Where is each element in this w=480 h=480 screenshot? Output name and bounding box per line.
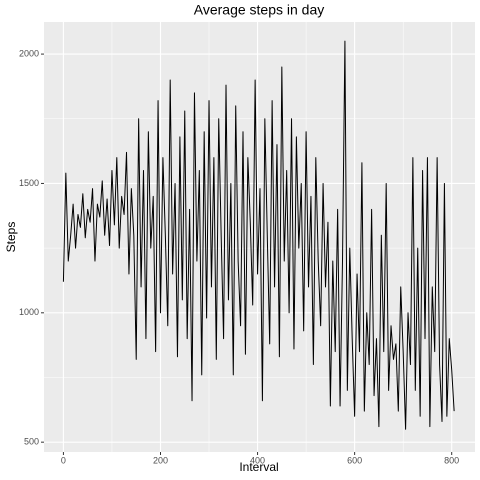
x-tick-label: 0 [61,455,66,465]
x-tick-label: 400 [250,455,265,465]
data-line [62,40,455,430]
y-tick-label: 1000 [19,307,39,317]
x-axis-title: Interval [239,460,278,474]
y-tick-label: 500 [24,437,39,447]
x-tick-label: 800 [444,455,459,465]
chart-title: Average steps in day [194,2,325,18]
x-tick-label: 200 [153,455,168,465]
y-tick-label: 2000 [19,48,39,58]
y-axis-title: Steps [4,222,18,253]
y-tick-label: 1500 [19,178,39,188]
x-tick-label: 600 [347,455,362,465]
